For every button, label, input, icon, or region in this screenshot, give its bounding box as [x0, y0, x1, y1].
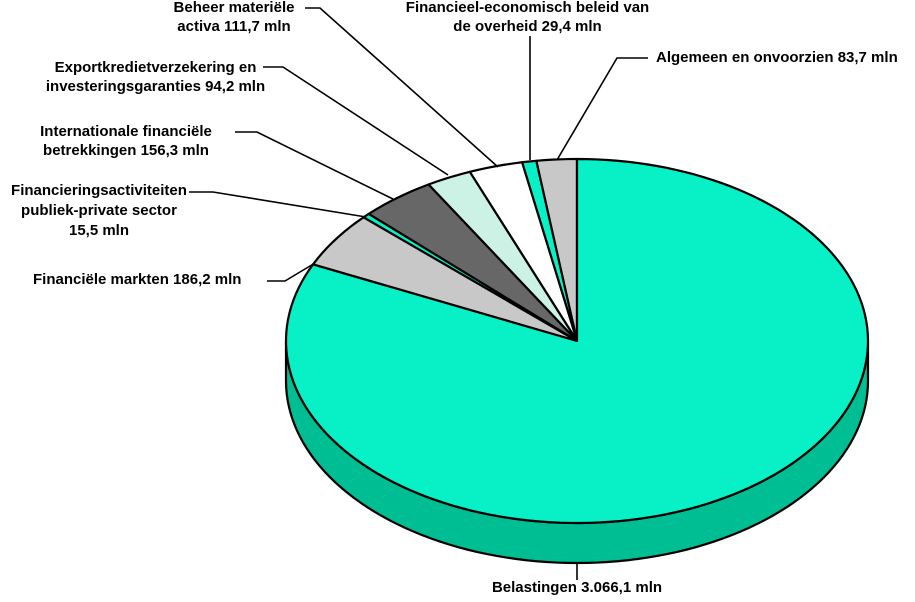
- label-financiele-markten: Financiële markten 186,2 mln: [33, 270, 241, 289]
- pie-slice-belastingen: [284, 157, 870, 525]
- label-line: investeringsgaranties 94,2 mln: [45, 78, 266, 95]
- callout-algemeen-en-onvoorzien: [556, 57, 648, 161]
- callout-exportkredietverzekering: [263, 66, 449, 176]
- pie-slice-internationale-financi-le-betrekkingen: [367, 183, 579, 343]
- label-line: de overheid 29,4 mln: [453, 18, 602, 35]
- callout-financieringsactiviteiten: [189, 191, 367, 218]
- label-belastingen: Belastingen 3.066,1 mln: [451, 578, 703, 597]
- callout-internationale-betrekkingen: [235, 131, 394, 200]
- label-line: Financieringsactiviteiten: [11, 182, 187, 199]
- label-algemeen-en-onvoorzien: Algemeen en onvoorzien 83,7 mln: [656, 48, 898, 67]
- label-line: Financieel-economisch beleid van: [405, 0, 650, 16]
- label-exportkredietverzekering: Exportkredietverzekering en investerings…: [24, 58, 287, 96]
- label-line: Belastingen 3.066,1 mln: [491, 579, 663, 596]
- label-line: Internationale financiële: [40, 123, 212, 140]
- label-line: Exportkredietverzekering en: [54, 59, 257, 76]
- callout-beheer-materiele-activa: [305, 7, 499, 168]
- label-internationale-financiele-betrekkingen: Internationale financiële betrekkingen 1…: [14, 122, 238, 160]
- pie-slice-exportkredietverzekering-en-investeringsgaranties: [427, 170, 579, 343]
- label-line: Algemeen en onvoorzien 83,7 mln: [656, 49, 898, 66]
- label-beheer-materiele-activa: Beheer materiële activa 111,7 mln: [158, 0, 310, 36]
- label-line: Financiële markten 186,2 mln: [33, 271, 242, 288]
- label-financieel-economisch-beleid: Financieel-economisch beleid van de over…: [396, 0, 659, 36]
- label-line: betrekkingen 156,3 mln: [43, 142, 209, 159]
- label-financieringsactiviteiten: Financieringsactiviteiten publiek-privat…: [0, 181, 198, 241]
- label-line: activa 111,7 mln: [177, 18, 291, 35]
- label-line: 15,5 mln: [68, 222, 130, 239]
- callout-financiele-markten: [267, 262, 316, 282]
- label-line: Beheer materiële: [173, 0, 295, 16]
- label-line: publiek-private sector: [21, 202, 177, 219]
- pie-slice-beheer-materi-le-activa: [468, 161, 579, 343]
- pie-slice-financi-le-markten: [311, 216, 579, 343]
